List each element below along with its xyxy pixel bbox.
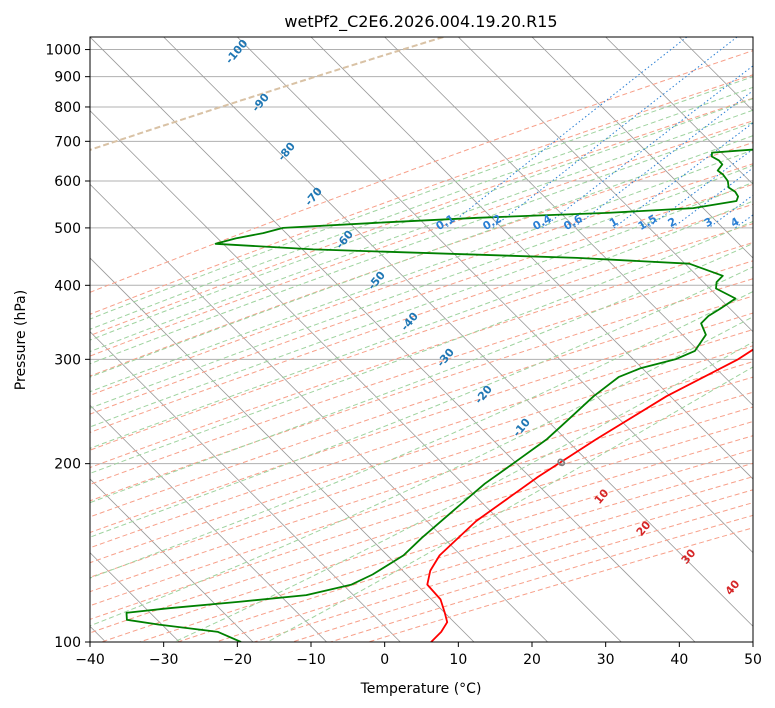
isotherm-line (752, 37, 753, 38)
moist-adiabat-line (90, 200, 753, 449)
moist-adiabat-line (90, 135, 753, 378)
plot-area (90, 37, 753, 642)
dry-adiabat-line (90, 329, 753, 549)
y-tick-label: 800 (54, 100, 81, 116)
dry-adiabat-line (90, 345, 753, 564)
dry-adiabat-line (90, 142, 753, 377)
dry-adiabat-line (90, 223, 753, 451)
x-tick-label: −30 (149, 652, 179, 668)
temperature-trace (426, 348, 753, 642)
mixing-ratio-line (542, 65, 753, 229)
isotherm-line (237, 37, 753, 554)
y-tick-label: 700 (54, 134, 81, 150)
y-tick-label: 200 (54, 457, 81, 473)
isotherm-line (384, 37, 753, 406)
x-tick-label: 0 (380, 652, 389, 668)
plot-frame (89, 36, 754, 643)
mixing-ratio-line (672, 167, 753, 229)
moist-adiabat-line (90, 86, 753, 330)
x-axis-label: Temperature (°C) (360, 681, 482, 697)
y-tick-label: 400 (54, 278, 81, 294)
y-tick-label: 500 (54, 221, 81, 237)
isotherm-line (310, 37, 753, 480)
dry-adiabat-line (90, 163, 753, 396)
y-axis-label: Pressure (hPa) (13, 290, 29, 390)
y-tick-label: 600 (54, 174, 81, 190)
x-tick-label: 10 (449, 652, 467, 668)
sounding-traces (125, 148, 753, 642)
moist-adiabat-line (90, 76, 753, 320)
mixing-ratio-line (572, 90, 753, 229)
x-tick-label: 40 (670, 652, 688, 668)
dry-adiabat-line (90, 361, 753, 578)
x-tick-label: −20 (223, 652, 253, 668)
isotherm-line (90, 183, 548, 642)
x-axis-ticks: −40 −30 −20 −10 0 10 20 30 40 50 (75, 642, 762, 668)
x-tick-label: 20 (523, 652, 541, 668)
isotherm-line (90, 331, 401, 642)
isotherm-line (90, 110, 622, 642)
x-tick-label: 50 (744, 652, 762, 668)
moist-adiabat-line (90, 181, 753, 428)
dry-adiabat-line (90, 97, 753, 337)
moist-adiabat-line (90, 149, 753, 393)
isotherm-line (90, 404, 327, 642)
dry-adiabat-line (90, 278, 753, 502)
dry-adiabat-line (90, 260, 753, 485)
moist-adiabat-line (173, 341, 753, 642)
dry-adiabat-line (90, 391, 753, 607)
y-tick-label: 300 (54, 352, 81, 368)
x-tick-label: −40 (75, 652, 105, 668)
moist-adiabat-line (90, 98, 753, 341)
x-tick-label: 30 (597, 652, 615, 668)
dry-adiabat-line (90, 376, 753, 593)
y-axis-ticks: 100 200 300 400 500 600 700 800 900 1000 (45, 43, 90, 651)
dry-adiabat-line (90, 241, 753, 469)
background-lines (90, 37, 753, 642)
isotherm-line (90, 257, 475, 642)
dry-adiabat-line (90, 50, 753, 293)
isotherm-line (90, 37, 696, 642)
dry-adiabat-line (90, 295, 753, 518)
chart-title: wetPf2_C2E6.2026.004.19.20.R15 (284, 12, 557, 32)
y-tick-label: 100 (54, 635, 81, 651)
y-tick-label: 1000 (45, 43, 81, 59)
x-tick-label: −10 (296, 652, 326, 668)
isotherm-line (163, 37, 753, 627)
y-tick-label: 900 (54, 70, 81, 86)
dewpoint-trace (125, 148, 753, 642)
moist-adiabat-line (90, 121, 753, 365)
moist-adiabat-line (90, 220, 753, 474)
isotherm-line (605, 37, 753, 185)
isotherm-line (531, 37, 753, 259)
mixing-ratio-line (492, 37, 738, 229)
dry-adiabat-line (90, 312, 753, 534)
isotherm-line (458, 37, 753, 333)
moist-adiabat-line (90, 290, 753, 579)
